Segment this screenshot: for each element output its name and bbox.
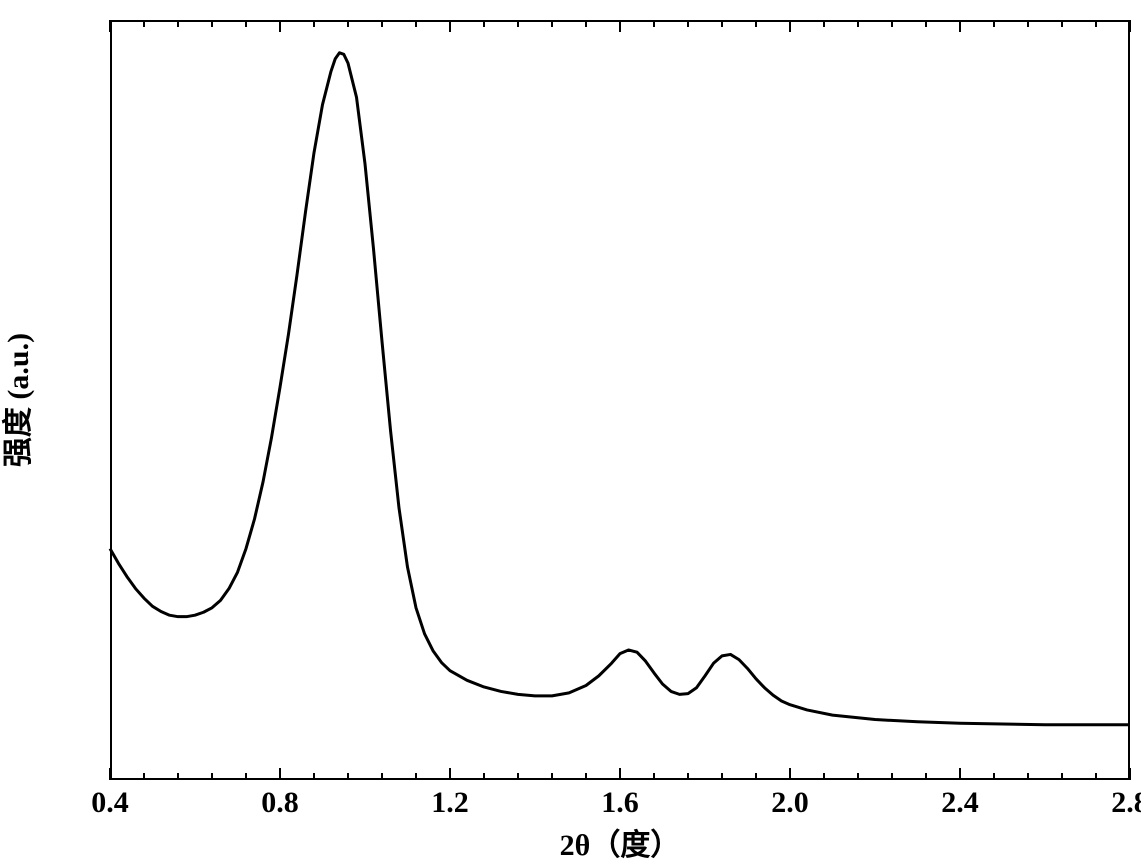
x-tick-label: 0.4 — [91, 786, 129, 820]
curve-layer — [0, 0, 1141, 866]
x-tick-label: 2.8 — [1111, 786, 1141, 820]
intensity-curve — [110, 53, 1130, 725]
xrd-chart: 强度 (a.u.) 2θ（度） 0.40.81.21.62.02.42.8 — [0, 0, 1141, 866]
x-tick-label: 2.4 — [941, 786, 979, 820]
x-tick-label: 1.2 — [431, 786, 469, 820]
x-tick-label: 2.0 — [771, 786, 809, 820]
x-tick-label: 0.8 — [261, 786, 299, 820]
x-tick-label: 1.6 — [601, 786, 639, 820]
